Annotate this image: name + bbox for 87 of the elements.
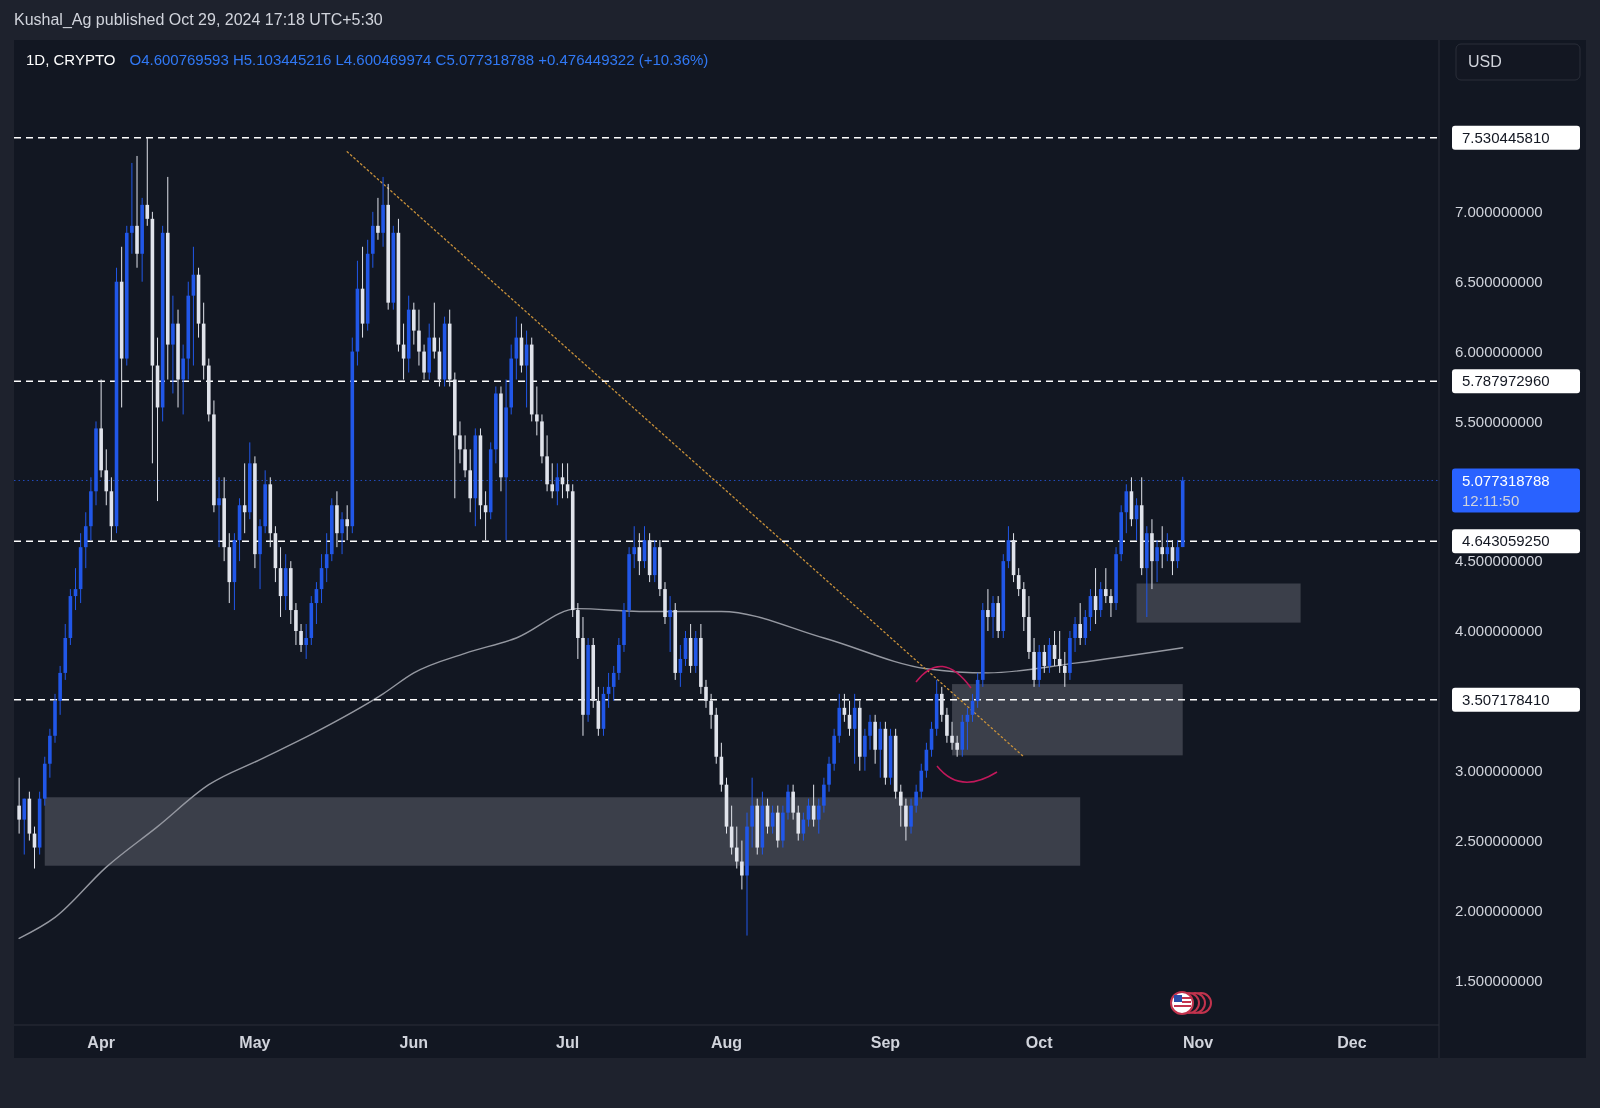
ref-line-label: 3.507178410 — [1462, 691, 1550, 709]
y-tick-label: 6.000000000 — [1455, 342, 1543, 360]
y-tick-label: 1.500000000 — [1455, 971, 1543, 989]
candlestick — [709, 693, 713, 730]
candlestick — [217, 476, 221, 548]
candlestick — [668, 595, 672, 653]
candlestick — [791, 784, 795, 821]
candlestick — [417, 309, 421, 367]
x-tick-label: Apr — [87, 1034, 115, 1051]
candlestick — [1078, 602, 1082, 646]
candlestick — [1155, 539, 1159, 583]
candlestick — [1063, 651, 1067, 688]
candlestick — [304, 623, 308, 660]
candlestick — [632, 525, 637, 569]
text: O4.600769593 H5.103445216 L4.600469974 C5.077318788 +0.476449322 (+10.36%) — [129, 51, 709, 68]
candlestick — [955, 735, 959, 758]
candlestick — [550, 462, 555, 499]
ref-line-label: 7.530445810 — [1462, 128, 1550, 146]
candlestick — [827, 756, 831, 793]
x-tick-label: Dec — [1337, 1034, 1367, 1051]
candlestick — [535, 386, 539, 436]
candlestick — [340, 511, 344, 555]
candlestick — [104, 448, 109, 506]
candlestick — [458, 420, 462, 464]
candlestick — [909, 798, 913, 835]
candlestick — [939, 686, 944, 723]
y-tick-label: 3.000000000 — [1455, 761, 1543, 779]
candlestick — [898, 784, 903, 828]
candlestick — [919, 763, 924, 800]
y-tick-label: 2.000000000 — [1455, 901, 1543, 919]
x-tick-label: Aug — [710, 1034, 743, 1051]
candlestick — [734, 826, 739, 870]
candlestick — [345, 504, 349, 541]
ref-line-label: 4.643059250 — [1462, 532, 1550, 550]
candlestick — [1104, 567, 1108, 604]
text: Kushal_Ag published Oct 29, 2024 17:18 UTC+5:30 — [14, 11, 383, 29]
candlestick — [611, 665, 616, 702]
candlestick — [878, 721, 883, 779]
candlestick — [740, 840, 744, 890]
x-tick-label: Oct — [1025, 1034, 1054, 1051]
candlestick — [950, 721, 954, 751]
candlestick — [796, 805, 801, 842]
candlestick — [986, 588, 990, 632]
x-tick-label: Nov — [1182, 1034, 1214, 1051]
candlestick — [1073, 616, 1077, 653]
candlestick — [376, 197, 380, 241]
candlestick — [145, 137, 150, 227]
x-tick-label: Sep — [870, 1034, 901, 1051]
candlestick — [299, 623, 303, 653]
text: 1D, CRYPTO — [26, 51, 116, 68]
candlestick — [914, 784, 918, 814]
candlestick — [868, 714, 872, 751]
candlestick — [181, 344, 185, 415]
ref-line-label: 5.787972960 — [1462, 372, 1550, 390]
candlestick — [786, 784, 790, 821]
candlestick — [463, 434, 467, 478]
candlestick — [991, 595, 995, 639]
candlestick — [822, 777, 826, 814]
text: 12:11:50 — [1462, 491, 1520, 509]
candlestick — [863, 728, 867, 772]
y-tick-label: 7.000000000 — [1455, 203, 1543, 221]
candlestick — [17, 777, 21, 835]
line-series — [18, 607, 1184, 940]
candlestick — [412, 302, 416, 346]
y-tick-label: 5.500000000 — [1455, 412, 1543, 430]
ref-line-label: 5.077318788 — [1462, 471, 1550, 489]
candlestick — [816, 798, 821, 835]
y-tick-label: 6.500000000 — [1455, 272, 1543, 290]
y-tick-label: 2.500000000 — [1455, 831, 1543, 849]
x-tick-label: Jun — [399, 1034, 429, 1051]
text: USD — [1468, 53, 1502, 70]
y-tick-label: 4.500000000 — [1455, 552, 1543, 570]
candlestick — [750, 777, 754, 849]
candlestick — [22, 798, 27, 856]
candlestick — [422, 344, 426, 381]
candlestick — [1160, 525, 1164, 569]
candlestick — [1109, 588, 1113, 618]
candlestick — [171, 295, 175, 394]
candlestick — [704, 679, 708, 709]
candlestick — [83, 511, 88, 569]
y-tick-label: 4.000000000 — [1455, 622, 1543, 640]
candlestick — [904, 798, 908, 842]
x-tick-label: May — [239, 1034, 271, 1051]
candlestick — [294, 602, 298, 646]
candlestick — [130, 162, 134, 255]
candlestick — [945, 707, 949, 744]
x-tick-label: Jul — [556, 1034, 580, 1051]
